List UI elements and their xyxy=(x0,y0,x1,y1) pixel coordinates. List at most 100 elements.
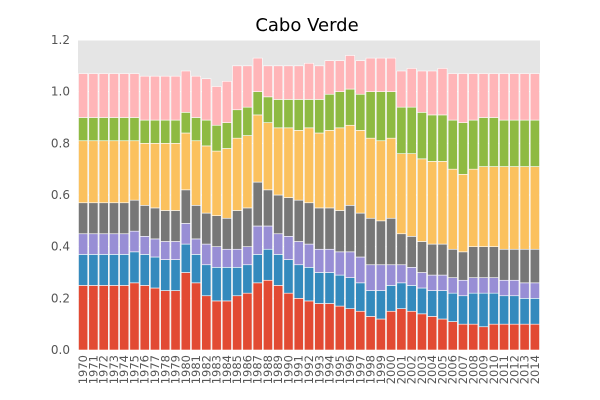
bar-segment-series-2-1993 xyxy=(314,272,325,304)
bar-segment-series-5-1982 xyxy=(201,145,212,214)
x-tick-label: 1998 xyxy=(364,355,378,384)
x-tick-label: 1971 xyxy=(86,355,100,384)
bar-segment-series-3-1985 xyxy=(232,248,243,268)
bar-segment-series-1-1990 xyxy=(283,292,294,351)
bar-segment-series-4-1993 xyxy=(314,207,325,250)
x-tick-label: 1992 xyxy=(302,355,316,384)
bar-segment-series-1-1982 xyxy=(201,295,212,351)
bar-segment-series-5-1984 xyxy=(221,148,232,219)
bar-segment-series-4-2006 xyxy=(447,248,458,278)
bar-segment-series-6-2001 xyxy=(396,106,407,154)
bar-segment-series-4-1977 xyxy=(150,207,160,240)
bar-segment-series-1-1991 xyxy=(293,298,304,351)
bar-segment-series-7-1981 xyxy=(191,75,202,118)
bar-segment-series-1-2005 xyxy=(437,318,448,351)
bar-segment-series-7-2005 xyxy=(437,68,448,116)
bar-segment-series-4-2003 xyxy=(416,241,427,273)
bar-segment-series-7-1995 xyxy=(334,60,345,92)
bar-segment-series-4-2011 xyxy=(499,248,509,281)
bar-segment-series-5-2001 xyxy=(396,153,407,235)
x-tick-label: 1975 xyxy=(127,355,141,384)
bar-segment-series-2-1995 xyxy=(334,274,345,307)
x-tick-label: 1989 xyxy=(271,355,285,384)
bar-segment-series-4-1973 xyxy=(109,202,119,235)
bar-segment-series-5-1978 xyxy=(160,143,171,211)
bar-segment-series-1-1986 xyxy=(242,292,253,351)
bar-segment-series-5-2002 xyxy=(406,153,417,237)
bar-segment-series-4-2012 xyxy=(509,248,520,281)
bar-segment-series-2-2014 xyxy=(529,298,540,325)
bar-segment-series-3-2001 xyxy=(396,264,407,284)
bar-segment-series-1-1984 xyxy=(221,300,232,351)
bar-segment-series-7-1990 xyxy=(283,65,294,100)
bar-segment-series-4-1982 xyxy=(201,212,212,245)
bar-segment-series-1-1999 xyxy=(375,318,386,351)
bar-segment-series-6-1980 xyxy=(180,112,191,134)
x-tick-label: 1983 xyxy=(210,355,224,384)
bar-segment-series-2-1979 xyxy=(170,259,181,291)
bar-segment-series-7-1996 xyxy=(345,55,355,90)
bar-segment-series-6-1998 xyxy=(365,91,376,139)
bar-segment-series-6-2009 xyxy=(478,117,489,167)
bar-segment-series-7-2014 xyxy=(529,73,540,121)
bar-segment-series-5-1977 xyxy=(150,143,160,209)
bar-segment-series-3-1993 xyxy=(314,248,325,273)
bar-segment-series-7-1971 xyxy=(88,73,99,118)
bar-segment-series-7-1998 xyxy=(365,57,376,92)
bar-segment-series-4-2002 xyxy=(406,236,417,268)
bar-segment-series-4-1970 xyxy=(78,202,89,235)
bar-segment-series-1-1973 xyxy=(109,285,119,351)
bar-segment-series-5-1999 xyxy=(375,140,386,222)
bar-segment-series-2-2013 xyxy=(519,298,530,325)
bar-segment-series-3-1992 xyxy=(304,243,314,268)
x-tick-label: 1972 xyxy=(97,355,111,384)
bar-segment-series-2-2011 xyxy=(499,295,509,325)
bar-segment-series-7-1986 xyxy=(242,65,253,108)
bar-segment-series-1-1985 xyxy=(232,295,243,351)
bar-segment-series-3-1979 xyxy=(170,241,181,260)
bar-segment-series-4-1997 xyxy=(355,212,366,258)
x-tick-label: 1994 xyxy=(323,355,337,384)
bar-segment-series-2-1983 xyxy=(211,267,222,302)
bar-segment-series-5-1971 xyxy=(88,140,99,204)
bar-segment-series-5-2007 xyxy=(458,174,468,253)
bar-segment-series-1-1976 xyxy=(139,285,150,351)
bar-segment-series-6-1991 xyxy=(293,99,304,131)
bar-segment-series-1-1971 xyxy=(88,285,99,351)
x-tick-label: 2000 xyxy=(384,355,398,384)
bar-segment-series-4-1978 xyxy=(160,210,171,242)
bar-segment-series-7-1984 xyxy=(221,81,232,123)
bar-segment-series-1-1970 xyxy=(78,285,89,351)
bar-segment-series-4-1991 xyxy=(293,199,304,242)
bar-segment-series-1-2004 xyxy=(427,316,438,351)
bar-segment-series-6-1974 xyxy=(119,117,130,142)
bar-segment-series-7-2004 xyxy=(427,70,438,116)
bar-segment-series-6-1971 xyxy=(88,117,99,142)
bar-segment-series-7-2009 xyxy=(478,73,489,118)
bar-segment-series-5-2003 xyxy=(416,158,427,242)
x-tick-label: 2011 xyxy=(497,355,511,384)
bar-segment-series-5-2004 xyxy=(427,161,438,245)
bar-segment-series-7-2000 xyxy=(386,57,397,92)
bar-segment-series-5-1992 xyxy=(304,127,314,204)
bar-segment-series-3-1983 xyxy=(211,246,222,268)
bar-segment-series-6-1993 xyxy=(314,99,325,134)
bar-segment-series-6-1979 xyxy=(170,119,181,144)
bar-segment-series-5-2009 xyxy=(478,166,489,247)
x-tick-label: 1979 xyxy=(169,355,183,384)
bar-segment-series-4-1988 xyxy=(262,189,273,227)
bar-segment-series-3-1977 xyxy=(150,238,160,258)
bar-segment-series-4-1987 xyxy=(252,181,263,227)
bar-segment-series-6-2000 xyxy=(386,91,397,139)
bar-segment-series-3-1987 xyxy=(252,225,263,255)
bar-segment-series-2-1998 xyxy=(365,290,376,317)
bar-segment-series-6-2008 xyxy=(468,119,479,170)
bar-segment-series-5-1973 xyxy=(109,140,119,204)
bar-segment-series-4-2009 xyxy=(478,246,489,278)
bar-segment-series-3-1988 xyxy=(262,225,273,250)
x-tick-label: 2010 xyxy=(487,355,501,384)
bar-segment-series-4-1971 xyxy=(88,202,99,235)
x-tick-label: 2006 xyxy=(446,355,460,384)
bar-segment-series-3-2005 xyxy=(437,274,448,291)
bar-segment-series-2-1970 xyxy=(78,254,89,286)
